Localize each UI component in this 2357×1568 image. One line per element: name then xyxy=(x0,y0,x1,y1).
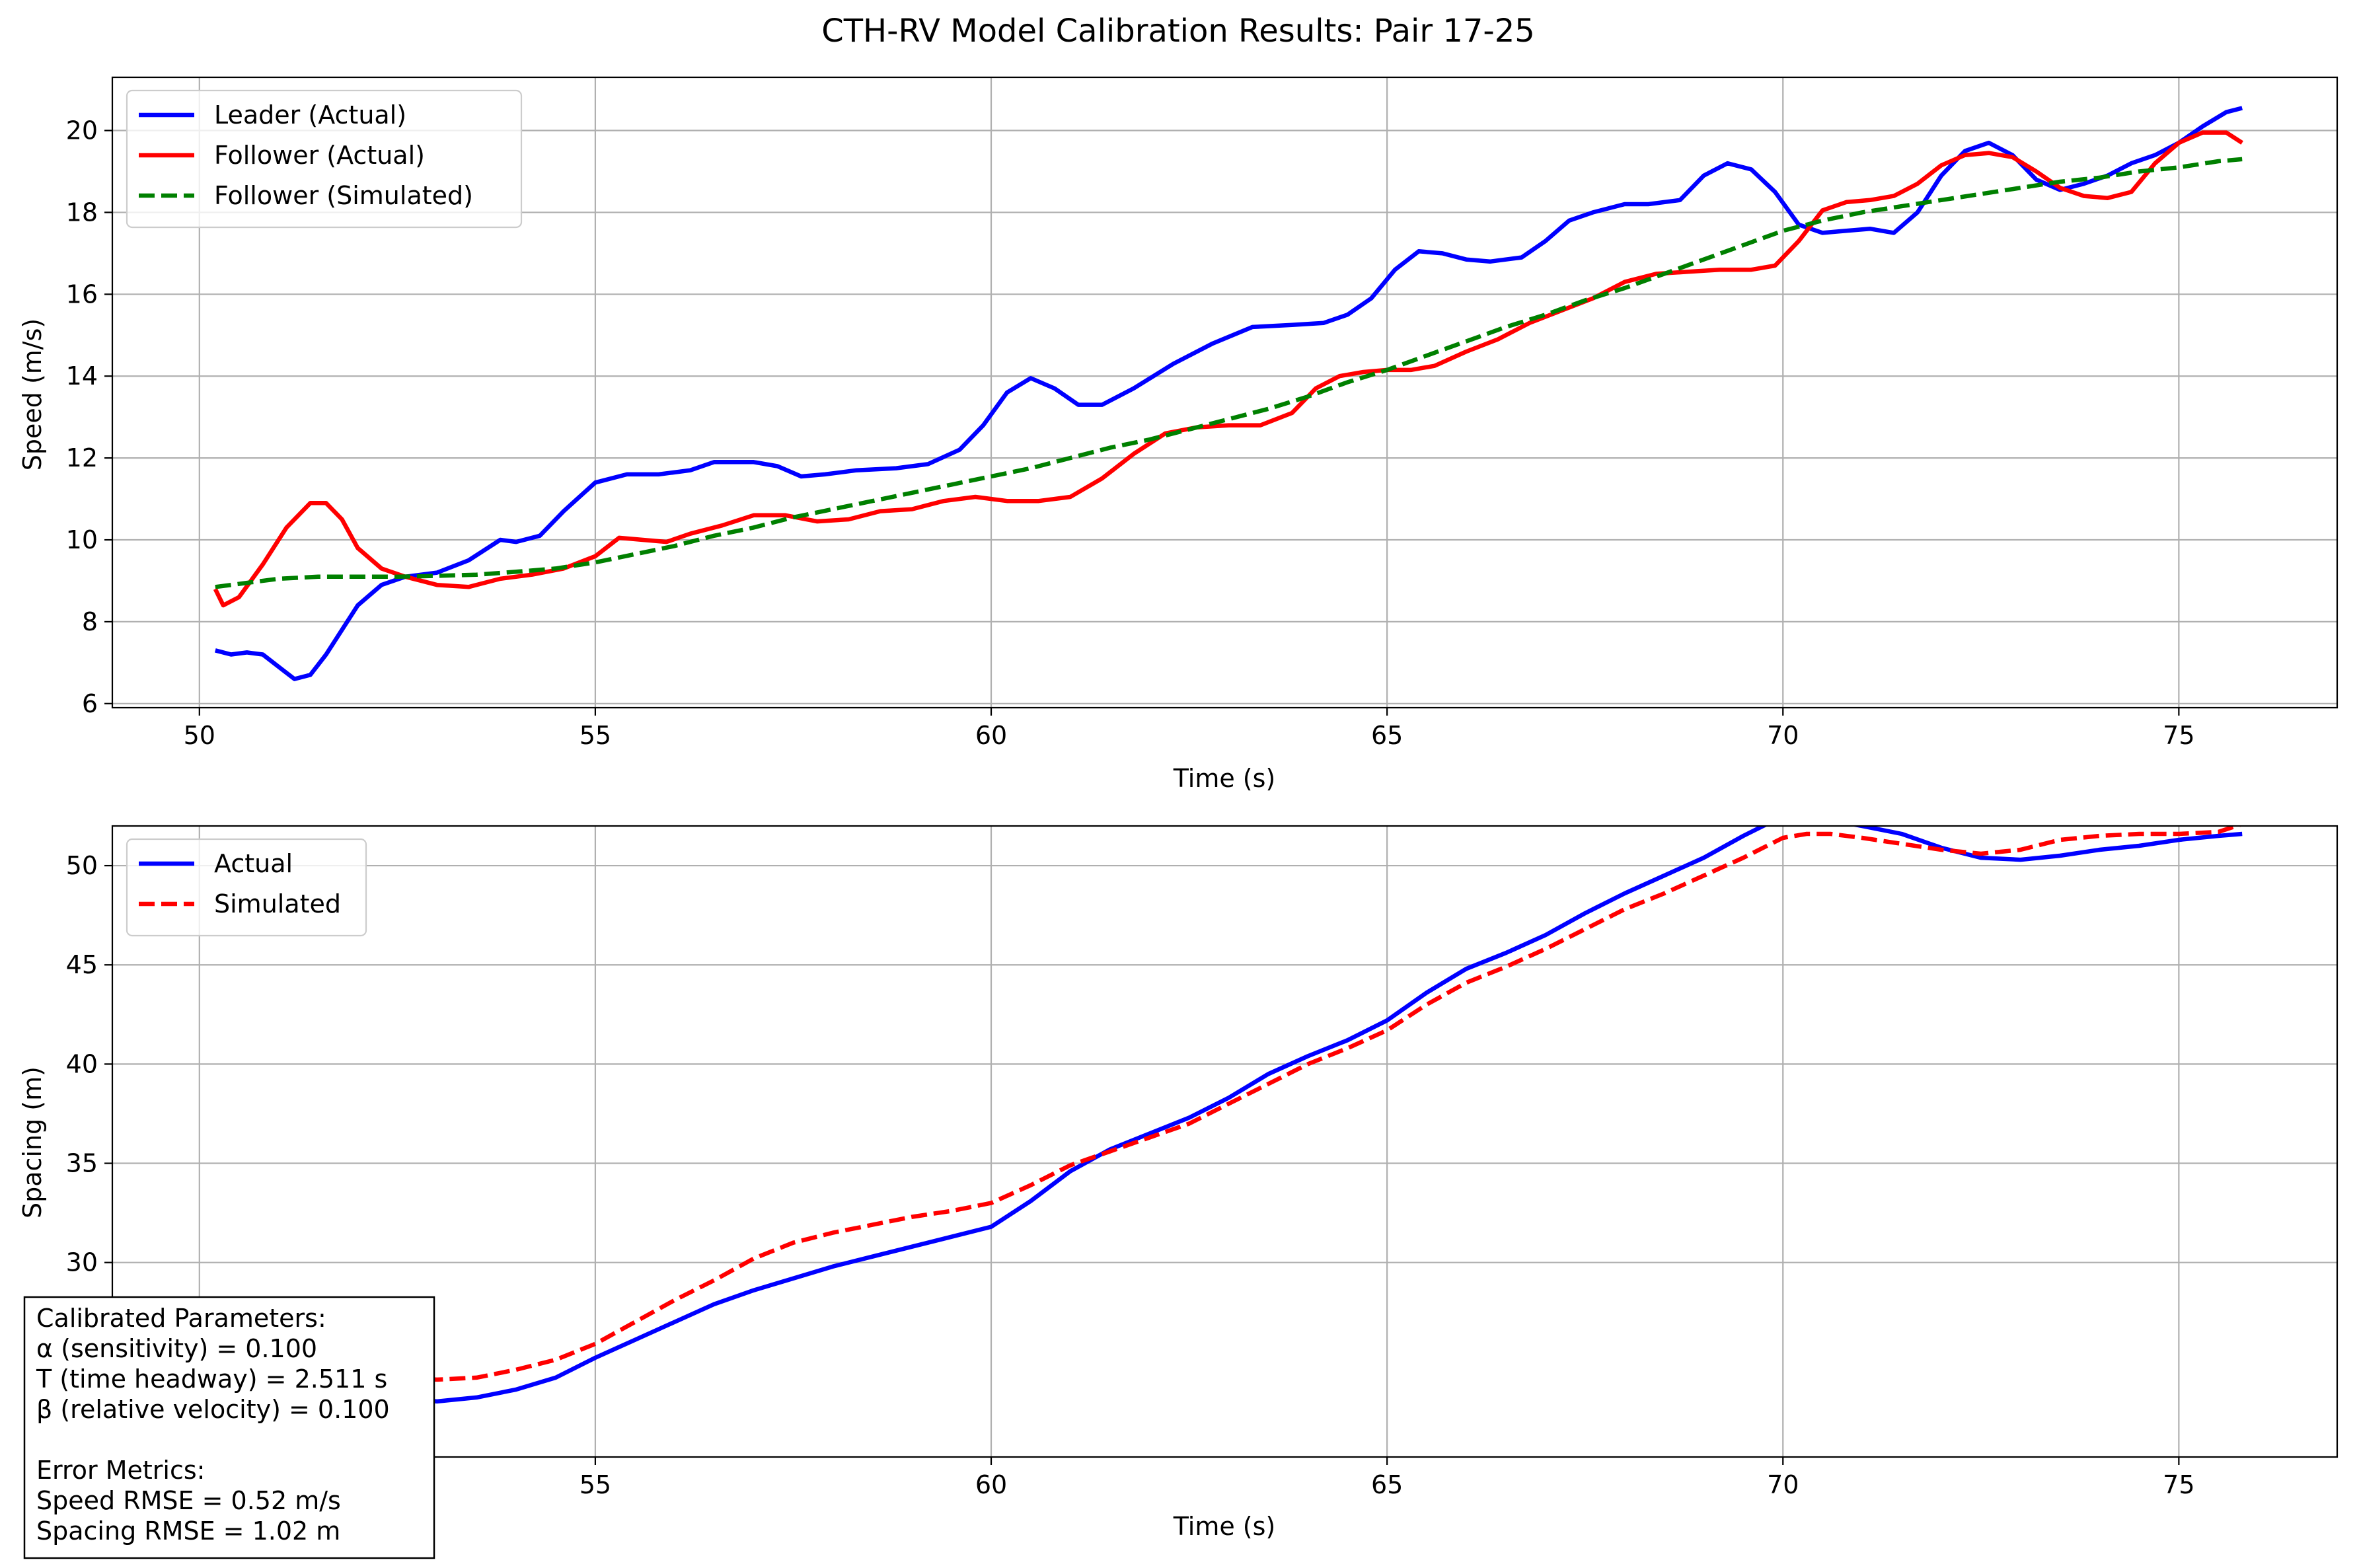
spacing-chart: 5055606570753035404550 Time (s) Spacing … xyxy=(18,825,2338,1541)
speed-chart: 50 55 60 65 70 75 6 8 10 12 14 16 18 20 Time (s) Spee… xyxy=(18,76,2338,793)
parameters-line: Spacing RMSE = 1.02 m xyxy=(36,1516,340,1546)
speed-y-tick-label: 14 xyxy=(66,361,98,391)
speed-y-tick-label: 20 xyxy=(66,116,98,145)
spacing-x-tick-label: 55 xyxy=(580,1470,611,1499)
speed-x-tick-label: 65 xyxy=(1371,721,1403,750)
spacing-x-tick-label: 70 xyxy=(1767,1470,1799,1499)
speed-y-tick-label: 18 xyxy=(66,198,98,227)
speed-series xyxy=(213,106,2243,681)
parameters-text: Calibrated Parameters:α (sensitivity) = … xyxy=(36,1304,390,1546)
spacing-series-actual-line xyxy=(214,826,2243,1404)
speed-gridlines xyxy=(112,77,2337,708)
speed-legend-box xyxy=(126,89,523,229)
parameters-line: Error Metrics: xyxy=(36,1456,205,1485)
speed-x-axis-label: Time (s) xyxy=(1173,764,1276,793)
speed-legend: Leader (Actual) Follower (Actual) Follower… xyxy=(126,89,523,229)
spacing-x-tick-label: 65 xyxy=(1371,1470,1403,1499)
speed-ticks: 50 55 60 65 70 75 6 8 10 12 14 16 18 20 xyxy=(66,116,2195,750)
speed-x-tick-label: 75 xyxy=(2163,721,2194,750)
speed-y-tick-label: 10 xyxy=(66,525,98,554)
speed-legend-label: Leader (Actual) xyxy=(214,100,406,130)
speed-series-follower-actual-line xyxy=(213,130,2243,608)
parameters-line: Speed RMSE = 0.52 m/s xyxy=(36,1486,341,1515)
spacing-y-tick-label: 50 xyxy=(66,851,98,880)
spacing-plot-frame xyxy=(111,825,2338,1458)
spacing-legend-label: Simulated xyxy=(214,889,341,918)
spacing-x-axis-label: Time (s) xyxy=(1173,1512,1276,1541)
spacing-gridlines xyxy=(112,826,2337,1457)
spacing-y-tick-label: 45 xyxy=(66,950,98,979)
spacing-x-tick-label: 75 xyxy=(2163,1470,2194,1499)
speed-x-tick-label: 50 xyxy=(184,721,215,750)
figure-title: CTH-RV Model Calibration Results: Pair 1… xyxy=(821,13,1535,50)
spacing-x-tick-label: 60 xyxy=(975,1470,1007,1499)
spacing-ticks: 5055606570753035404550 xyxy=(66,851,2195,1499)
speed-y-axis-label: Speed (m/s) xyxy=(18,318,47,470)
spacing-y-axis-label: Spacing (m) xyxy=(18,1066,47,1218)
spacing-y-tick-label: 30 xyxy=(66,1248,98,1277)
spacing-y-tick-label: 35 xyxy=(66,1149,98,1178)
speed-x-tick-label: 60 xyxy=(975,721,1007,750)
speed-series-follower-simulated-line xyxy=(215,157,2243,589)
speed-plot-frame xyxy=(111,76,2338,709)
parameters-line: T (time headway) = 2.511 s xyxy=(36,1364,387,1394)
speed-legend-label: Follower (Simulated) xyxy=(214,181,473,210)
parameters-box: Calibrated Parameters:α (sensitivity) = … xyxy=(23,1296,435,1559)
speed-y-tick-label: 16 xyxy=(66,280,98,309)
spacing-series-simulated-line xyxy=(215,826,2243,1382)
spacing-legend: Actual Simulated xyxy=(126,838,367,937)
speed-y-tick-label: 6 xyxy=(82,689,98,718)
parameters-line: β (relative velocity) = 0.100 xyxy=(36,1395,390,1424)
speed-x-tick-label: 70 xyxy=(1767,721,1799,750)
spacing-y-tick-label: 40 xyxy=(66,1049,98,1078)
parameters-line: Calibrated Parameters: xyxy=(36,1304,326,1333)
speed-y-tick-label: 8 xyxy=(82,607,98,636)
parameters-line: α (sensitivity) = 0.100 xyxy=(36,1334,317,1363)
spacing-series xyxy=(214,826,2243,1404)
spacing-legend-label: Actual xyxy=(214,849,293,878)
speed-y-tick-label: 12 xyxy=(66,443,98,472)
speed-series-leader-actual-line xyxy=(214,106,2243,681)
speed-legend-label: Follower (Actual) xyxy=(214,141,425,170)
speed-x-tick-label: 55 xyxy=(580,721,611,750)
